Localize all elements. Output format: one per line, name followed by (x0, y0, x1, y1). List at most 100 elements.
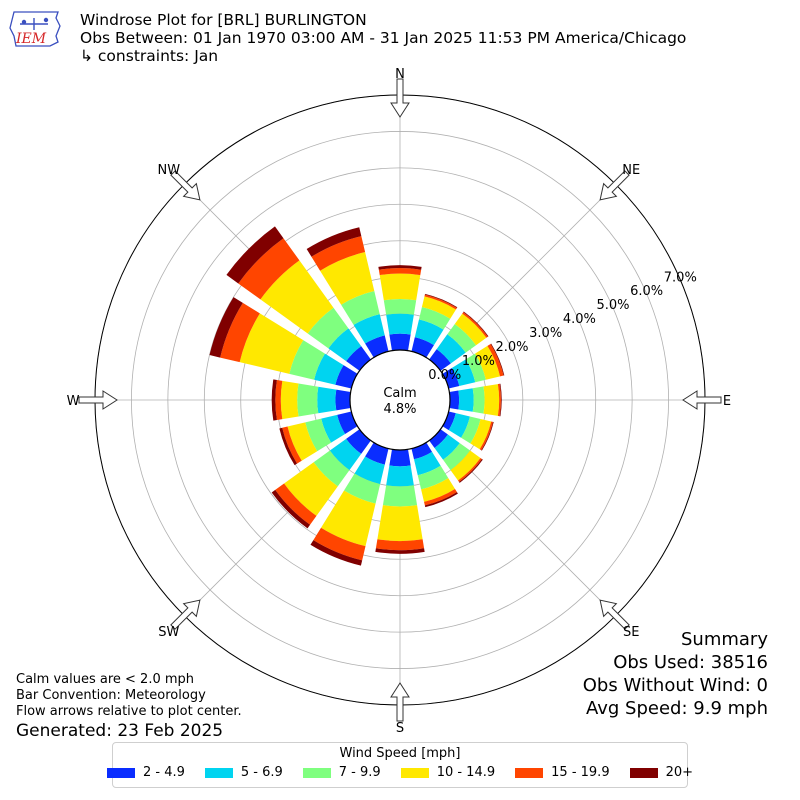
wedge-sw-1 (329, 438, 362, 471)
wedge-nne-2 (419, 307, 451, 330)
generated-date: Generated: 23 Feb 2025 (16, 721, 224, 741)
summary-panel: Summary Obs Used: 38516 Obs Without Wind… (583, 628, 768, 720)
wedge-ne-4 (462, 312, 488, 338)
wedge-nnw-3 (320, 252, 375, 305)
wedge-nw-2 (307, 307, 349, 349)
wedge-ese-5 (481, 421, 494, 451)
legend-swatch (400, 767, 429, 778)
direction-label-n: N (395, 67, 405, 82)
wedge-ene-0 (442, 367, 460, 389)
wedge-sse-3 (421, 478, 456, 502)
wedge-sse-1 (413, 451, 441, 476)
calm-value: 4.8% (383, 402, 416, 417)
wedge-ene-2 (465, 353, 486, 383)
legend-item: 20+ (629, 765, 694, 780)
flow-arrow-icon (682, 390, 722, 410)
bar-convention-note: Bar Convention: Meteorology (16, 688, 206, 703)
wedge-w-0 (335, 389, 351, 411)
legend-swatch (204, 767, 233, 778)
wedge-s-0 (389, 449, 411, 467)
wedge-n-2 (383, 299, 417, 315)
wedge-se-1 (434, 434, 460, 460)
wedge-ese-3 (470, 419, 492, 450)
flow-arrow-icon (599, 599, 630, 630)
radial-tick-label: 1.0% (462, 354, 495, 369)
summary-obs-without-wind: Obs Without Wind: 0 (582, 675, 768, 696)
radial-tick-label: 5.0% (596, 298, 629, 313)
legend-item: 2 - 4.9 (106, 765, 185, 780)
wedge-wnw-5 (209, 297, 243, 358)
legend-swatch (302, 767, 331, 778)
wedge-sse-2 (417, 465, 449, 490)
legend-label: 15 - 19.9 (551, 765, 610, 780)
summary-avg-speed: Avg Speed: 9.9 mph (586, 698, 768, 719)
flow-arrow-icon (78, 390, 118, 410)
legend-label: 5 - 6.9 (240, 765, 283, 780)
radial-tick-label: 4.0% (563, 312, 596, 327)
wedge-s-5 (375, 548, 425, 554)
wedge-e-4 (497, 383, 501, 417)
legend-swatch (106, 767, 135, 778)
flow-arrow-icon (599, 170, 630, 201)
direction-label-w: W (67, 394, 80, 409)
radial-tick-label: 6.0% (630, 284, 663, 299)
wedge-ene-4 (487, 344, 504, 377)
wedge-nne-1 (414, 319, 444, 346)
direction-label-e: E (723, 394, 731, 409)
legend-item: 10 - 14.9 (400, 765, 495, 780)
direction-label-s: S (396, 721, 404, 736)
wedge-ese-1 (448, 413, 470, 438)
wedge-e-1 (458, 388, 474, 412)
wedge-ne-1 (436, 334, 466, 364)
wedge-s-4 (375, 539, 425, 551)
wedge-sse-5 (424, 492, 458, 508)
iowa-state-outline-icon: IEM (9, 11, 61, 47)
wedge-nw-5 (226, 226, 284, 284)
wedge-ese-4 (479, 421, 493, 451)
wedge-w-1 (317, 386, 337, 414)
calm-label: Calm (383, 386, 416, 401)
legend-swatch (629, 767, 658, 778)
legend-label: 20+ (665, 765, 694, 780)
radial-tick-label: 0.0% (428, 368, 461, 383)
wedge-ssw-0 (365, 442, 389, 465)
legend-swatch (515, 767, 544, 778)
wedge-s-2 (382, 485, 418, 507)
wedge-n-5 (378, 265, 422, 270)
wedge-e-3 (483, 384, 500, 416)
wedge-s-1 (386, 465, 414, 487)
legend-label: 2 - 4.9 (142, 765, 185, 780)
wedge-ne-0 (429, 349, 451, 371)
radial-tick-label: 7.0% (664, 270, 697, 285)
radial-tick-label: 3.0% (529, 326, 562, 341)
wedge-nnw-0 (365, 335, 389, 358)
calm-note: Calm values are < 2.0 mph (16, 672, 195, 687)
wedge-se-3 (450, 450, 481, 481)
wedge-n-0 (389, 333, 411, 351)
wedge-nne-3 (421, 296, 456, 319)
wedge-ene-3 (475, 345, 501, 380)
wedge-ene-1 (451, 359, 476, 387)
flow-arrow-icon (390, 78, 410, 118)
title-line-3: ↳ constraints: Jan (80, 47, 219, 65)
wedge-ne-3 (454, 313, 487, 346)
summary-heading: Summary (681, 629, 768, 650)
wedge-ssw-4 (313, 527, 366, 561)
notes-panel: Calm values are < 2.0 mph Bar Convention… (16, 672, 242, 742)
wedge-w-4 (275, 380, 283, 420)
wedge-s-3 (377, 505, 423, 542)
legend-label: 7 - 9.9 (338, 765, 381, 780)
wedge-wnw-0 (335, 365, 358, 389)
direction-label-ne: NE (622, 163, 640, 178)
wedge-w-5 (271, 379, 277, 421)
wedge-se-5 (459, 459, 483, 483)
wedge-w-2 (297, 383, 319, 417)
wedge-sse-4 (424, 489, 457, 506)
wedge-wsw-1 (321, 414, 346, 443)
flow-arrow-icon (170, 599, 201, 630)
wedge-n-1 (386, 313, 414, 335)
direction-label-nw: NW (157, 163, 180, 178)
wedge-nw-3 (260, 260, 334, 334)
wedge-n-3 (379, 273, 421, 301)
legend-item: 7 - 9.9 (302, 765, 381, 780)
